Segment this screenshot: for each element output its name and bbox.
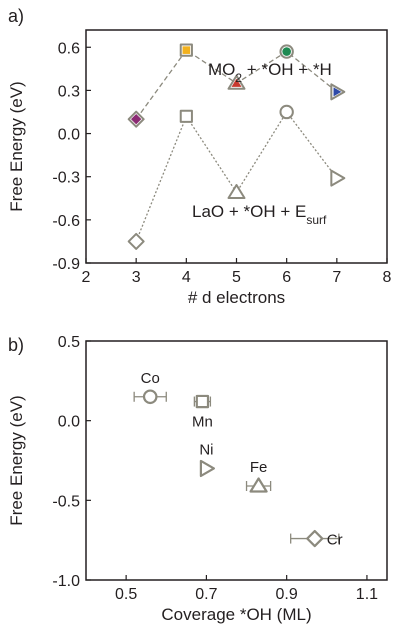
point-label-mn: Mn bbox=[192, 414, 213, 431]
data-point-circle bbox=[279, 104, 294, 120]
y-tick-label: 0.0 bbox=[58, 414, 80, 431]
y-tick-label: -0.5 bbox=[52, 493, 80, 510]
point-color-fill bbox=[182, 46, 191, 54]
x-tick-label: 1.1 bbox=[356, 586, 378, 603]
point-label-co: Co bbox=[141, 370, 160, 387]
x-tick-label: 7 bbox=[332, 269, 341, 286]
panel-label: a) bbox=[8, 6, 24, 26]
y-tick-label: -1.0 bbox=[52, 573, 80, 590]
data-point-mn bbox=[195, 394, 210, 409]
point-label-cr: Cr bbox=[327, 532, 343, 549]
data-point-triangle-up bbox=[227, 184, 246, 200]
data-point-triangle-right bbox=[330, 169, 346, 187]
panel-b-free-energy-vs-coverage: 0.5 0.7 0.9 1.1 -1.0 -0.5 0.0 0.5 Coverage *OH (… bbox=[7, 334, 388, 624]
x-tick-label: 5 bbox=[232, 269, 241, 286]
panel-a-free-energy-vs-d-electrons: 2 3 4 5 6 7 8 -0.9 -0.6 -0.3 0.0 0.3 0.6 # d electron… bbox=[7, 6, 392, 307]
plot-frame bbox=[85, 29, 388, 264]
panel-label: b) bbox=[8, 335, 24, 355]
x-axis-label: # d electrons bbox=[188, 288, 285, 307]
data-point-ni bbox=[199, 459, 215, 478]
point-color-fill bbox=[333, 87, 342, 97]
y-axis-label: Free Energy (eV) bbox=[7, 395, 26, 525]
data-point-cr bbox=[306, 529, 324, 548]
point-color-fill bbox=[282, 47, 291, 56]
x-tick-label: 0.9 bbox=[276, 586, 298, 603]
point-color-fill bbox=[231, 78, 242, 87]
y-tick-label: -0.3 bbox=[52, 170, 80, 187]
point-label-fe: Fe bbox=[250, 459, 268, 476]
data-point-fe bbox=[249, 477, 268, 493]
x-tick-label: 8 bbox=[383, 269, 392, 286]
plot-frame bbox=[85, 340, 388, 581]
point-color-fill bbox=[130, 113, 142, 125]
x-tick-label: 0.5 bbox=[115, 586, 137, 603]
y-tick-label: -0.9 bbox=[52, 256, 80, 273]
y-tick-label: 0.6 bbox=[58, 40, 80, 57]
x-tick-label: 0.7 bbox=[195, 586, 217, 603]
y-tick-label: 0.5 bbox=[58, 334, 80, 351]
x-tick-label: 4 bbox=[182, 269, 191, 286]
series-label-mo2: MO2 + *OH + *H bbox=[208, 60, 332, 85]
series-line bbox=[135, 110, 338, 242]
y-tick-label: -0.6 bbox=[52, 213, 80, 230]
data-point-square bbox=[179, 109, 193, 123]
y-tick-label: 0.0 bbox=[58, 127, 80, 144]
x-tick-label: 2 bbox=[82, 269, 91, 286]
data-point-co bbox=[142, 389, 158, 405]
y-axis-label: Free Energy (eV) bbox=[7, 81, 26, 211]
x-tick-label: 3 bbox=[132, 269, 141, 286]
x-axis-label: Coverage *OH (ML) bbox=[161, 605, 311, 624]
point-label-ni: Ni bbox=[199, 441, 213, 458]
series-label-lao: LaO + *OH + Esurf bbox=[192, 202, 327, 227]
x-tick-label: 6 bbox=[282, 269, 291, 286]
data-point-diamond bbox=[127, 232, 145, 250]
y-tick-label: 0.3 bbox=[58, 83, 80, 100]
